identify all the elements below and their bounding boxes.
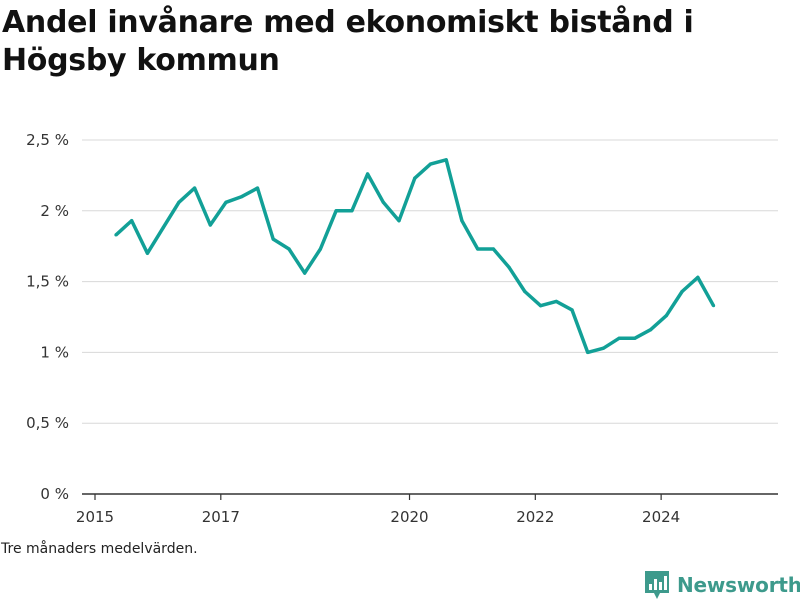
data-point bbox=[334, 209, 338, 213]
y-tick-label: 1 % bbox=[40, 343, 69, 361]
gridlines bbox=[82, 139, 778, 424]
brand-name: Newsworthy bbox=[677, 573, 800, 597]
y-tick-label: 2 % bbox=[40, 202, 69, 220]
series-line bbox=[114, 158, 716, 355]
x-tick-label: 2020 bbox=[390, 508, 428, 526]
data-point bbox=[664, 313, 668, 318]
x-axis-ticks: 2015 2017 2020 2022 2024 bbox=[76, 494, 680, 526]
line-chart: 0 % 0,5 % 1 % 1,5 % 2 % 2,5 % 2015 2017 2020 202… bbox=[26, 131, 778, 526]
data-point bbox=[365, 172, 370, 176]
data-point bbox=[381, 200, 385, 204]
data-point bbox=[507, 265, 511, 270]
bar-chart-logo-icon bbox=[645, 571, 669, 599]
data-point bbox=[208, 223, 212, 227]
data-point bbox=[145, 251, 150, 255]
data-point bbox=[177, 200, 181, 204]
series-layer bbox=[114, 158, 716, 355]
data-point bbox=[350, 209, 354, 213]
x-tick-label: 2015 bbox=[76, 508, 114, 526]
data-point bbox=[601, 346, 606, 350]
data-point bbox=[523, 289, 527, 294]
data-point bbox=[711, 304, 716, 308]
x-tick-label: 2022 bbox=[516, 508, 554, 526]
data-point bbox=[696, 275, 700, 279]
data-point bbox=[444, 158, 448, 162]
data-point bbox=[538, 304, 543, 308]
data-point bbox=[397, 219, 401, 223]
data-point bbox=[476, 247, 480, 251]
x-tick-label: 2017 bbox=[202, 508, 240, 526]
data-point bbox=[617, 336, 621, 340]
y-tick-label: 1,5 % bbox=[26, 273, 69, 291]
data-point bbox=[255, 186, 260, 190]
data-point bbox=[633, 336, 637, 340]
data-point bbox=[303, 271, 307, 275]
data-point bbox=[586, 350, 590, 354]
data-point bbox=[491, 247, 495, 251]
data-point bbox=[413, 176, 417, 180]
data-point bbox=[271, 237, 275, 241]
y-axis-ticks: 0 % 0,5 % 1 % 1,5 % 2 % 2,5 % bbox=[26, 131, 69, 503]
data-point bbox=[649, 328, 653, 332]
data-point bbox=[680, 289, 684, 294]
data-point bbox=[224, 200, 228, 204]
data-point bbox=[570, 308, 574, 312]
data-point bbox=[287, 247, 291, 251]
data-point bbox=[240, 195, 244, 199]
y-tick-label: 0 % bbox=[40, 485, 69, 503]
data-point bbox=[130, 219, 134, 223]
data-point bbox=[192, 186, 197, 190]
data-point bbox=[428, 162, 433, 166]
y-tick-label: 0,5 % bbox=[26, 414, 69, 432]
data-point bbox=[161, 226, 165, 230]
chart-title: Andel invånare med ekonomiskt bistånd i … bbox=[2, 5, 694, 78]
x-tick-label: 2024 bbox=[642, 508, 680, 526]
data-point bbox=[114, 233, 118, 237]
brand-logo[interactable]: Newsworthy bbox=[644, 570, 800, 600]
data-point bbox=[460, 219, 464, 223]
data-point bbox=[318, 247, 323, 251]
footnote: Tre månaders medelvärden. bbox=[1, 541, 198, 557]
data-point bbox=[554, 299, 558, 304]
y-tick-label: 2,5 % bbox=[26, 131, 69, 149]
